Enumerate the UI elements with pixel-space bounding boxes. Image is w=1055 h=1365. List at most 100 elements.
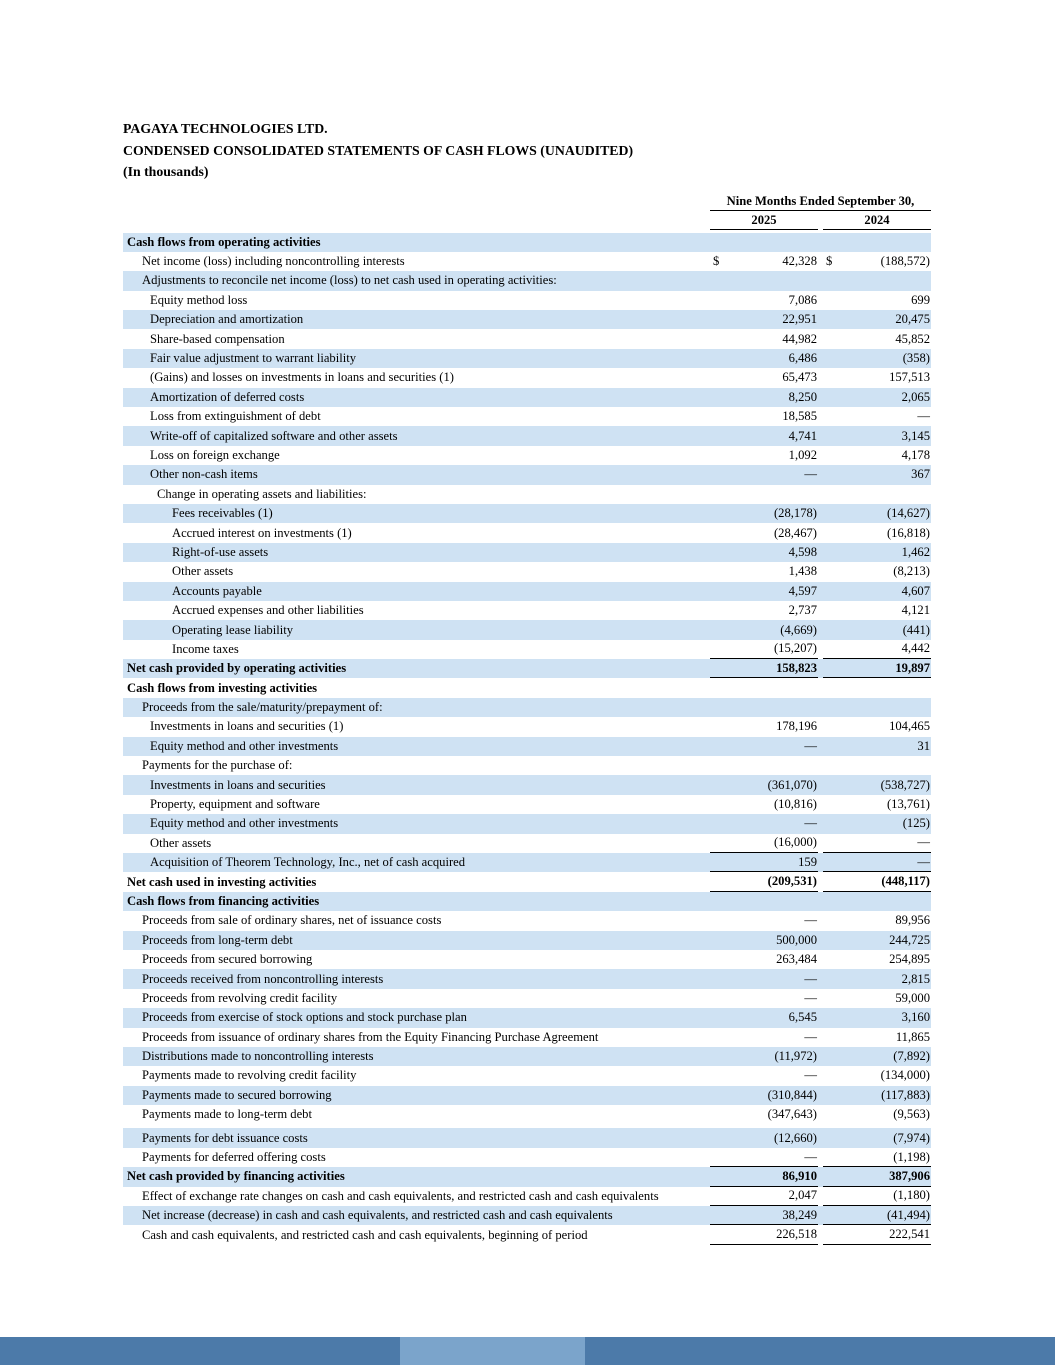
- value-2025: 2,047: [788, 1188, 817, 1203]
- value-2025: (347,643): [767, 1107, 817, 1122]
- cell-2024: 2,815: [823, 969, 931, 988]
- cell-2025: 4,597: [710, 582, 818, 601]
- value-2024: 254,895: [889, 952, 930, 967]
- year-2025: 2025: [710, 213, 818, 230]
- table-row: Payments made to secured borrowing (310,…: [123, 1085, 931, 1106]
- value-2025: 4,597: [788, 583, 817, 598]
- value-2024: 387,906: [889, 1168, 930, 1183]
- value-2025: 159: [798, 854, 817, 869]
- value-2025: (16,000): [773, 835, 817, 850]
- value-2024: (188,572): [880, 254, 930, 269]
- cell-2025: —: [710, 814, 818, 833]
- cell-2024: [823, 271, 931, 290]
- table-row: Cash flows from operating activities: [123, 232, 931, 252]
- table-row: Loss on foreign exchange 1,092 4,178: [123, 446, 931, 465]
- cell-2024: [823, 892, 931, 911]
- row-label: Property, equipment and software: [150, 797, 320, 812]
- cell-2024: (7,974): [823, 1128, 931, 1147]
- cell-2024: (7,892): [823, 1047, 931, 1066]
- row-label: Net cash provided by operating activitie…: [127, 661, 347, 676]
- cell-2024: (13,761): [823, 795, 931, 814]
- row-label: Net increase (decrease) in cash and cash…: [142, 1208, 613, 1223]
- row-label: Net cash provided by financing activitie…: [127, 1169, 345, 1184]
- table-row: Cash flows from investing activities: [123, 678, 931, 697]
- row-label: Cash and cash equivalents, and restricte…: [142, 1227, 588, 1242]
- period-header: Nine Months Ended September 30,: [710, 194, 931, 211]
- table-row: Proceeds from issuance of ordinary share…: [123, 1028, 931, 1047]
- table-row: Proceeds received from noncontrolling in…: [123, 969, 931, 989]
- value-2024: 2,815: [901, 971, 930, 986]
- table-row: Loss from extinguishment of debt 18,585 …: [123, 407, 931, 426]
- cell-2024: (1,180): [823, 1187, 931, 1207]
- value-2024: 4,607: [901, 583, 930, 598]
- value-2024: 1,462: [901, 544, 930, 559]
- row-label: Investments in loans and securities (1): [150, 719, 344, 734]
- cell-2024: (9,563): [823, 1105, 931, 1124]
- value-2024: —: [917, 854, 930, 869]
- cell-2025: —: [710, 969, 818, 988]
- table-row: Other non-cash items — 367: [123, 465, 931, 485]
- table-row: Write-off of capitalized software and ot…: [123, 426, 931, 446]
- value-2025: 8,250: [788, 389, 817, 404]
- cell-2025: (361,070): [710, 775, 818, 794]
- cell-2024: 4,121: [823, 601, 931, 620]
- table-row: Proceeds from sale of ordinary shares, n…: [123, 911, 931, 930]
- cell-2025: 65,473: [710, 368, 818, 387]
- table-row: Cash flows from financing activities: [123, 891, 931, 912]
- cell-2024: 4,607: [823, 582, 931, 601]
- cell-2025: (11,972): [710, 1047, 818, 1066]
- cell-2024: (41,494): [823, 1206, 931, 1226]
- value-2024: 244,725: [889, 932, 930, 947]
- value-2024: 2,065: [901, 389, 930, 404]
- row-label: Net income (loss) including noncontrolli…: [142, 254, 405, 269]
- table-row: Right-of-use assets 4,598 1,462: [123, 542, 931, 563]
- cell-2024: 45,852: [823, 329, 931, 348]
- table-row: Payments made to revolving credit facili…: [123, 1066, 931, 1085]
- row-label: Acquisition of Theorem Technology, Inc.,…: [150, 855, 466, 870]
- row-label: Accrued interest on investments (1): [172, 525, 352, 540]
- value-2024: (117,883): [881, 1087, 930, 1102]
- cell-2024: [823, 485, 931, 504]
- row-label: Equity method and other investments: [150, 816, 339, 831]
- table-row: Equity method and other investments — (1…: [123, 814, 931, 834]
- cell-2024: [823, 233, 931, 252]
- value-2025: 65,473: [782, 370, 817, 385]
- document-subtitle: (In thousands): [123, 164, 209, 179]
- table-header: Nine Months Ended September 30, 2025 202…: [123, 194, 931, 230]
- table-row: Other assets (16,000) —: [123, 834, 931, 853]
- value-2025: 4,741: [788, 428, 817, 443]
- cell-2024: (538,727): [823, 775, 931, 794]
- cell-2025: 7,086: [710, 291, 818, 310]
- value-2025: (15,207): [773, 641, 817, 656]
- value-2024: (13,761): [886, 797, 930, 812]
- row-label: Proceeds from the sale/maturity/prepayme…: [142, 700, 383, 715]
- value-2024: 3,145: [901, 428, 930, 443]
- cell-2025: (310,844): [710, 1086, 818, 1105]
- row-label: Accounts payable: [172, 583, 262, 598]
- value-2024: (441): [902, 622, 930, 637]
- cell-2025: 38,249: [710, 1206, 818, 1226]
- cell-2024: 699: [823, 291, 931, 310]
- value-2025: 1,092: [788, 447, 817, 462]
- cell-2025: (28,178): [710, 504, 818, 523]
- table-row: Investments in loans and securities (361…: [123, 775, 931, 795]
- row-label: Loss on foreign exchange: [150, 447, 280, 462]
- value-2024: (41,494): [886, 1207, 930, 1222]
- value-2025: 7,086: [788, 292, 817, 307]
- cell-2025: 178,196: [710, 717, 818, 736]
- header-spacer: [123, 211, 710, 230]
- row-label: Payments made to long-term debt: [142, 1107, 312, 1122]
- table-row: Payments made to long-term debt (347,643…: [123, 1105, 931, 1124]
- value-2025: 226,518: [776, 1227, 817, 1242]
- value-2024: (14,627): [886, 506, 930, 521]
- cell-2025: —: [710, 1028, 818, 1047]
- value-2025: (10,816): [773, 797, 817, 812]
- row-label: Net cash used in investing activities: [127, 874, 317, 889]
- table-row: Payments for debt issuance costs (12,660…: [123, 1128, 931, 1148]
- cell-2024: 19,897: [823, 659, 931, 679]
- cell-2024: 157,513: [823, 368, 931, 387]
- value-2024: (7,974): [893, 1130, 930, 1145]
- cell-2024: 11,865: [823, 1028, 931, 1047]
- cell-2025: (28,467): [710, 523, 818, 542]
